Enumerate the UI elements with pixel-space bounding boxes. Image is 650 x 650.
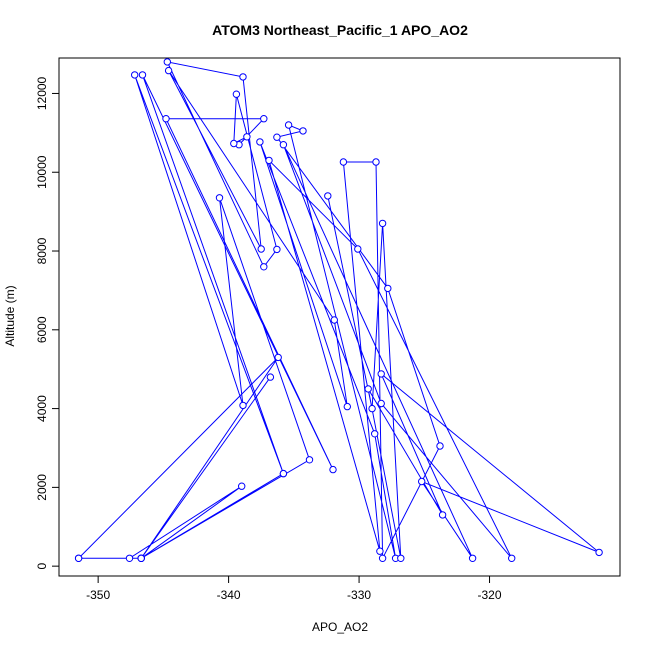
data-point bbox=[243, 133, 251, 141]
data-point bbox=[256, 138, 264, 146]
data-point bbox=[372, 158, 380, 166]
data-point bbox=[418, 477, 426, 486]
x-tick-label: -330 bbox=[347, 588, 371, 602]
data-point bbox=[138, 71, 147, 79]
data-point bbox=[343, 402, 351, 411]
data-point bbox=[438, 511, 447, 519]
series-markers bbox=[74, 58, 603, 562]
data-point bbox=[260, 263, 268, 271]
data-point bbox=[397, 554, 405, 562]
data-point bbox=[125, 554, 134, 562]
data-point bbox=[273, 133, 281, 141]
data-point bbox=[376, 547, 384, 555]
data-point bbox=[508, 554, 516, 562]
y-tick-label: 6000 bbox=[35, 316, 49, 343]
x-tick-label: -340 bbox=[217, 588, 241, 602]
y-tick-label: 12000 bbox=[35, 76, 49, 110]
data-point bbox=[74, 554, 83, 562]
data-point bbox=[279, 469, 288, 478]
data-point bbox=[436, 442, 444, 450]
data-point bbox=[329, 465, 337, 474]
data-point bbox=[284, 121, 293, 129]
x-tick-label: -320 bbox=[478, 588, 502, 602]
data-point bbox=[364, 385, 372, 393]
y-tick-label: 4000 bbox=[35, 395, 49, 422]
data-point bbox=[305, 456, 314, 464]
data-point bbox=[162, 115, 170, 123]
data-point bbox=[330, 316, 338, 324]
data-point bbox=[230, 139, 238, 148]
data-point bbox=[274, 353, 282, 362]
series-path bbox=[77, 61, 600, 559]
data-point bbox=[137, 554, 145, 562]
data-point bbox=[238, 482, 246, 490]
y-tick-label: 8000 bbox=[35, 237, 49, 264]
data-point bbox=[164, 66, 173, 75]
data-point bbox=[354, 245, 362, 253]
data-point bbox=[378, 219, 387, 228]
data-point bbox=[368, 404, 376, 413]
chart-title: ATOM3 Northeast_Pacific_1 APO_AO2 bbox=[212, 22, 468, 38]
data-point bbox=[595, 548, 603, 557]
data-point bbox=[239, 401, 247, 410]
y-tick-label: 2000 bbox=[35, 474, 49, 501]
data-point bbox=[299, 127, 307, 135]
plot-frame bbox=[58, 57, 621, 577]
data-point bbox=[377, 399, 385, 408]
y-tick-label: 0 bbox=[35, 562, 49, 569]
data-point bbox=[266, 373, 275, 381]
data-point bbox=[131, 71, 139, 79]
y-tick-label: 10000 bbox=[35, 155, 49, 189]
data-point bbox=[257, 245, 265, 253]
x-axis-label: APO_AO2 bbox=[312, 620, 368, 634]
y-axis-label: Altitude (m) bbox=[3, 285, 17, 346]
data-point bbox=[377, 370, 385, 378]
data-point bbox=[384, 284, 392, 293]
y-axis: 0 2000 4000 6000 8000 10000 12000 bbox=[35, 76, 60, 569]
data-point bbox=[339, 158, 348, 166]
data-point bbox=[371, 430, 379, 438]
data-point bbox=[163, 58, 172, 66]
data-point bbox=[279, 141, 288, 149]
data-point bbox=[468, 554, 477, 562]
data-point bbox=[273, 245, 281, 254]
data-point bbox=[232, 90, 241, 98]
x-axis: -350 -340 -330 -320 bbox=[86, 575, 502, 602]
data-point bbox=[260, 115, 268, 123]
series-line bbox=[77, 61, 600, 559]
data-point bbox=[239, 73, 247, 81]
data-point bbox=[378, 554, 387, 562]
data-point bbox=[324, 192, 332, 200]
data-point bbox=[265, 156, 273, 165]
x-tick-label: -350 bbox=[86, 588, 110, 602]
data-point bbox=[215, 194, 224, 202]
